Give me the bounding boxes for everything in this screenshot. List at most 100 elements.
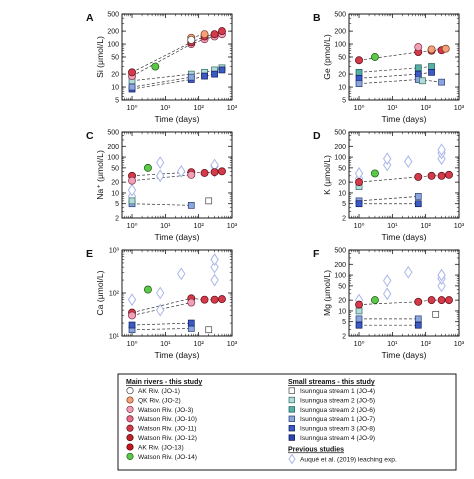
x-tick-label: 10³ — [227, 339, 238, 348]
data-point — [355, 315, 363, 323]
data-point — [187, 170, 196, 179]
x-tick-label: 10² — [193, 221, 204, 230]
data-point — [177, 267, 186, 281]
data-point — [218, 66, 226, 74]
x-axis-title: Time (days) — [154, 114, 199, 124]
data-point — [414, 297, 423, 306]
data-point — [445, 170, 453, 179]
data-point — [210, 260, 219, 274]
x-tick-label: 10⁰ — [127, 221, 138, 230]
y-tick-label: 20 — [338, 298, 346, 305]
data-point — [355, 68, 363, 76]
y-tick-label: 10 — [338, 308, 346, 315]
data-point — [445, 296, 453, 305]
plot-frame — [348, 249, 460, 337]
legend-marker — [288, 387, 295, 394]
data-point — [414, 172, 423, 181]
data-point — [355, 178, 363, 187]
legend-main-title: Main rivers - this study — [126, 379, 202, 386]
y-tick-label: 5 — [342, 201, 346, 208]
series-line — [358, 49, 442, 61]
data-point — [437, 171, 446, 180]
data-point — [437, 143, 446, 157]
x-tick-label: 10⁰ — [354, 103, 365, 112]
data-point — [437, 296, 446, 305]
y-tick-label: 50 — [338, 55, 346, 62]
data-point — [187, 319, 195, 327]
legend-label: Isunngua stream 2 (JO-6) — [300, 407, 375, 414]
data-point — [155, 286, 165, 300]
legend-marker — [126, 434, 134, 442]
x-tick-label: 10¹ — [160, 339, 171, 348]
legend: Main rivers - this study AK Riv. (JO-1) QK… — [117, 373, 457, 471]
data-point — [432, 311, 440, 318]
legend-marker — [126, 396, 134, 404]
x-axis-title: Time (days) — [381, 114, 426, 124]
y-tick-label: 500 — [107, 12, 119, 19]
x-tick-label: 10² — [193, 339, 204, 348]
y-tick-label: 500 — [107, 130, 119, 137]
data-point — [143, 163, 152, 172]
x-tick-label: 10⁰ — [354, 339, 365, 348]
data-point — [427, 171, 436, 180]
data-point — [414, 64, 422, 72]
x-tick-label: 10¹ — [387, 339, 398, 348]
data-point — [177, 164, 186, 178]
legend-label: Auqué et al. (2019) leaching exp. — [300, 456, 397, 463]
y-axis-title: Mg (μmol/L) — [322, 270, 332, 316]
legend-label: Isunngua stream 1 (JO-7) — [300, 416, 375, 423]
y-tick-label: 50 — [338, 165, 346, 172]
panel-E: 10⁰ 10¹ 10² 10³ 10¹ 10² 10³ Time (days) Ca (μmol… — [86, 248, 238, 361]
data-point — [437, 279, 446, 293]
x-tick-label: 10¹ — [160, 221, 171, 230]
y-tick-label: 5 — [115, 98, 119, 105]
data-point — [404, 265, 413, 279]
data-point — [200, 169, 209, 177]
data-point — [187, 35, 196, 44]
x-tick-label: 10³ — [454, 221, 465, 230]
data-point — [210, 253, 219, 266]
data-point — [370, 53, 379, 61]
x-axis-title: Time (days) — [381, 350, 426, 360]
y-tick-label: 10² — [109, 291, 120, 298]
legend-label: Isunngua stream 3 (JO-8) — [300, 426, 375, 433]
y-tick-label: 2 — [342, 216, 346, 223]
y-tick-label: 10 — [111, 85, 119, 92]
panel-C: 10⁰ 10¹ 10² 10³ 2 5 10 20 50 100 200 500 Time (days)… — [86, 130, 238, 243]
data-point — [128, 68, 136, 77]
data-point — [355, 56, 363, 65]
data-point — [187, 202, 195, 209]
data-point — [355, 80, 363, 88]
y-tick-label: 10³ — [109, 248, 120, 255]
panel-letter: F — [313, 248, 320, 260]
legend-label: Isunngua stream 2 (JO-5) — [300, 397, 375, 404]
data-point — [128, 311, 136, 320]
y-tick-label: 100 — [334, 155, 346, 162]
x-tick-label: 10¹ — [387, 221, 398, 230]
x-tick-label: 10³ — [454, 103, 465, 112]
x-tick-label: 10⁰ — [127, 339, 138, 348]
data-point — [355, 300, 363, 309]
plot-frame — [348, 13, 460, 101]
data-point — [127, 293, 137, 307]
data-point — [218, 27, 226, 36]
data-point — [419, 77, 426, 85]
data-point — [187, 73, 195, 81]
data-point — [155, 169, 165, 183]
legend-marker — [288, 425, 295, 432]
data-point — [382, 287, 392, 301]
y-tick-label: 500 — [334, 12, 346, 19]
data-point — [128, 176, 136, 185]
panel-F: 10⁰ 10¹ 10² 10³ 2 5 10 20 50 100 200 500 Time (days)… — [313, 248, 465, 361]
y-tick-label: 200 — [107, 144, 119, 151]
data-point — [143, 285, 152, 294]
data-point — [128, 197, 136, 205]
x-axis-title: Time (days) — [154, 350, 199, 360]
data-point — [355, 307, 363, 315]
y-tick-label: 200 — [334, 144, 346, 151]
data-point — [428, 68, 435, 76]
data-point — [201, 72, 208, 80]
y-tick-label: 100 — [334, 273, 346, 280]
data-point — [382, 152, 392, 166]
data-point — [155, 303, 165, 317]
